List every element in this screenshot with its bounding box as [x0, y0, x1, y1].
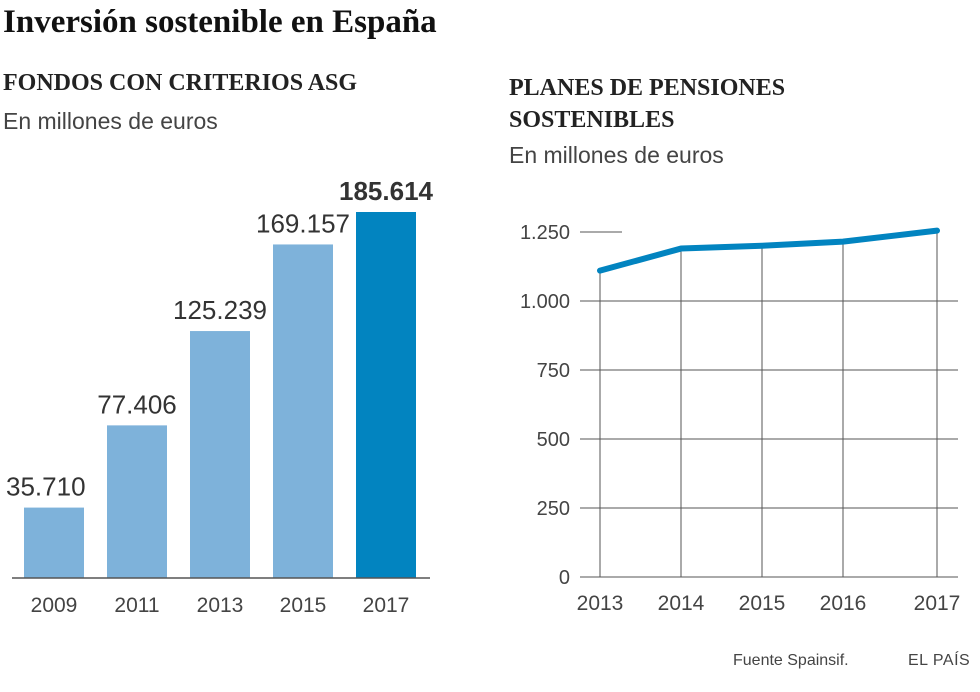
y-tick-label: 250: [537, 498, 570, 520]
x-tick-label: 2015: [739, 592, 786, 615]
data-point-2015: [761, 244, 763, 247]
bar-2009: [24, 507, 84, 578]
series-line: [597, 227, 940, 274]
bar-value-label: 125.239: [173, 295, 267, 325]
x-tick-label: 2011: [114, 594, 159, 617]
x-tick-label: 2014: [658, 592, 705, 615]
data-point-2014: [680, 247, 682, 250]
x-tick-label: 2009: [31, 594, 78, 617]
y-tick-label: 0: [559, 567, 570, 589]
y-tick-label: 1.250: [520, 222, 570, 244]
bar-2013: [190, 331, 250, 578]
bar-chart-subtitle: En millones de euros: [3, 108, 218, 134]
page-title: Inversión sostenible en España: [3, 4, 437, 40]
x-tick-label: 2013: [577, 592, 624, 615]
bar-chart: 35.710 2009 77.406 2011 125.239 2013 169.157 20…: [6, 176, 434, 617]
source-note: Fuente Spainsif.: [733, 652, 849, 669]
line-chart: 0 250 500 750 1.000 1.250 2013 2014 2015 2016 2017: [520, 222, 960, 615]
line-chart-title: PLANES DE PENSIONES SOSTENIBLES: [509, 75, 786, 133]
bar-2011: [107, 425, 167, 578]
bar-value-label: 35.710: [6, 472, 86, 502]
bar-2017: [356, 212, 416, 578]
brand-logo: EL PAÍS: [908, 652, 971, 669]
bar-value-label: 185.614: [339, 176, 434, 206]
x-tick-label: 2015: [280, 594, 327, 617]
data-point-2016: [842, 240, 844, 243]
bar-value-label: 169.157: [256, 208, 350, 238]
y-tick-label: 750: [537, 360, 570, 382]
y-tick-label: 500: [537, 429, 570, 451]
bar-chart-title: FONDOS CON CRITERIOS ASG: [3, 70, 358, 96]
data-point-2017: [936, 229, 938, 232]
bar-value-label: 77.406: [97, 389, 177, 419]
x-tick-label: 2016: [820, 592, 867, 615]
line-chart-subtitle: En millones de euros: [509, 142, 724, 168]
data-point-2013: [599, 269, 601, 272]
x-tick-label: 2017: [363, 594, 410, 617]
y-tick-label: 1.000: [520, 291, 570, 313]
bar-2015: [273, 244, 333, 578]
x-tick-label: 2013: [197, 594, 244, 617]
x-tick-label: 2017: [914, 592, 961, 615]
